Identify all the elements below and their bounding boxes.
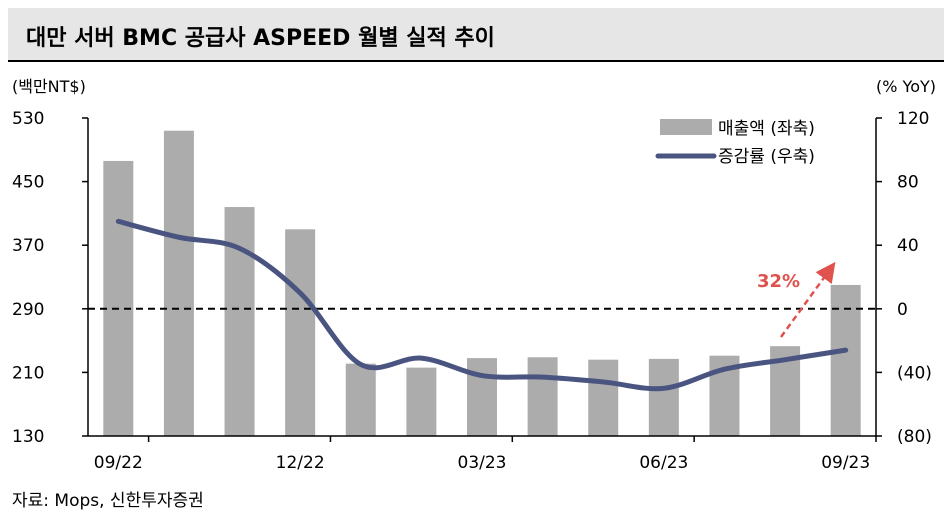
legend-label-bar: 매출액 (좌축)	[718, 119, 815, 139]
right-tick-label: 80	[897, 173, 919, 193]
legend-swatch-bar	[660, 119, 712, 135]
left-axis-unit: (백만NT$)	[12, 77, 86, 96]
x-tick-label: 09/23	[821, 453, 870, 473]
bar-06/23	[648, 358, 679, 436]
growth-annotation: 32%	[757, 271, 800, 292]
bar-layer	[103, 130, 861, 436]
bar-10/22	[163, 130, 194, 436]
left-tick-label: 370	[12, 236, 44, 256]
axes-layer	[82, 117, 882, 442]
legend: 매출액 (좌축) 증감률 (우축)	[655, 119, 815, 167]
left-tick-label: 530	[12, 109, 44, 129]
source-note: 자료: Mops, 신한투자증권	[12, 491, 204, 511]
left-tick-label: 210	[12, 363, 44, 383]
bar-02/23	[406, 367, 437, 436]
page-title: 대만 서버 BMC 공급사 ASPEED 월별 실적 추이	[26, 26, 495, 51]
x-tick-label: 06/23	[639, 453, 688, 473]
left-tick-label: 130	[12, 427, 44, 447]
x-tick-label: 12/22	[276, 453, 325, 473]
right-tick-label: 40	[897, 236, 919, 256]
right-axis-unit: (% YoY)	[876, 77, 936, 96]
right-tick-label: (40)	[897, 363, 932, 383]
bar-09/23	[830, 284, 861, 436]
bar-04/23	[527, 357, 558, 436]
bar-03/23	[467, 358, 497, 436]
bar-11/22	[224, 207, 255, 436]
right-tick-label: (80)	[897, 427, 932, 447]
label-layer: 530 450 370 290 210 130 120 80 40 0 (40) (80) (백만NT$…	[12, 77, 936, 473]
growth-arrow	[779, 261, 836, 338]
left-tick-label: 290	[12, 300, 44, 320]
title-bar: 대만 서버 BMC 공급사 ASPEED 월별 실적 추이	[8, 8, 944, 62]
bar-09/22	[103, 160, 134, 436]
yoy-line	[115, 218, 849, 392]
right-tick-label: 120	[897, 109, 929, 129]
right-tick-label: 0	[897, 300, 908, 320]
legend-label-line: 증감률 (우축)	[718, 147, 815, 167]
left-tick-label: 450	[12, 173, 44, 193]
x-tick-label: 09/22	[94, 453, 143, 473]
line-layer	[115, 218, 849, 392]
x-tick-label: 03/23	[458, 453, 507, 473]
bar-12/22	[285, 229, 316, 436]
bar-05/23	[588, 359, 619, 436]
bar-01/23	[345, 363, 376, 436]
